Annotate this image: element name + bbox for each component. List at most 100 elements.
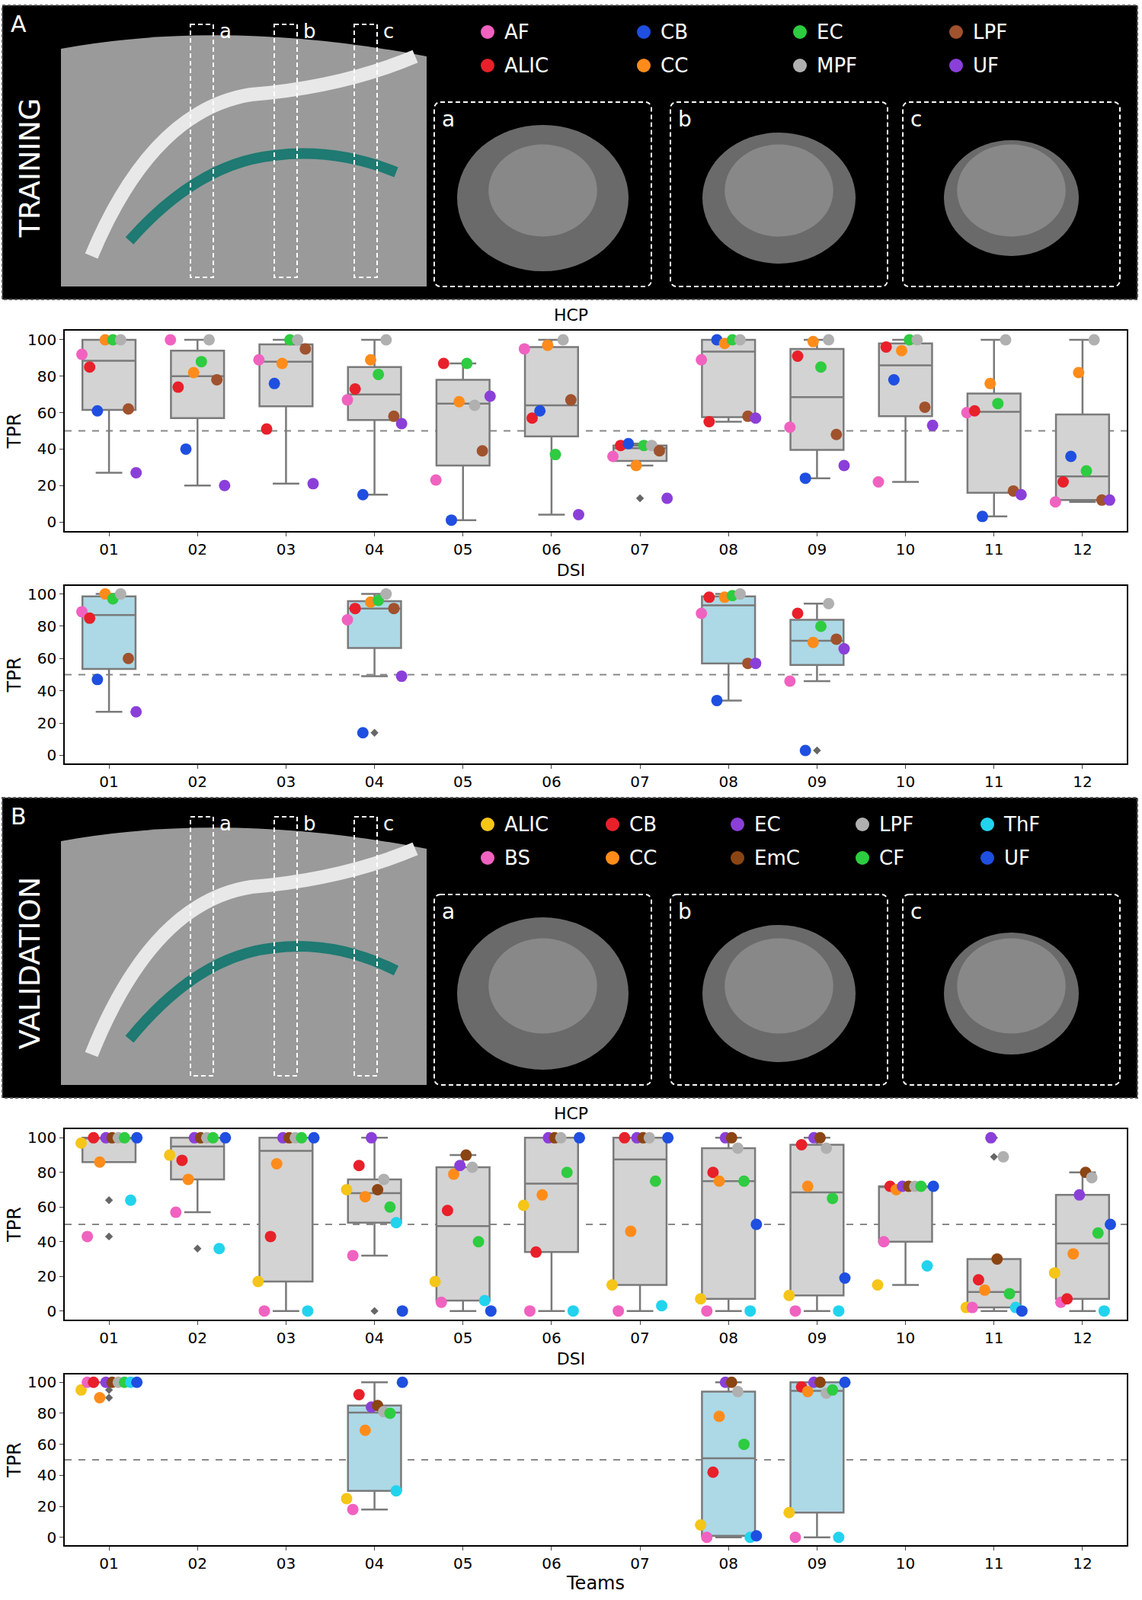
svg-text:40: 40 xyxy=(37,1465,57,1485)
svg-text:a: a xyxy=(441,898,455,925)
svg-text:09: 09 xyxy=(807,772,827,791)
svg-text:b: b xyxy=(678,106,692,132)
svg-text:HCP: HCP xyxy=(553,1103,589,1123)
svg-text:A: A xyxy=(10,10,27,38)
svg-text:09: 09 xyxy=(807,1554,827,1573)
svg-text:40: 40 xyxy=(37,1232,57,1251)
svg-text:100: 100 xyxy=(27,330,57,349)
svg-text:06: 06 xyxy=(541,1554,561,1573)
svg-text:10: 10 xyxy=(895,1554,915,1573)
svg-text:04: 04 xyxy=(364,1554,384,1573)
svg-text:02: 02 xyxy=(188,772,208,791)
svg-text:08: 08 xyxy=(719,1554,739,1573)
svg-text:05: 05 xyxy=(453,1328,473,1347)
svg-text:60: 60 xyxy=(37,403,57,423)
svg-text:08: 08 xyxy=(719,1328,739,1347)
svg-text:VALIDATION: VALIDATION xyxy=(12,876,47,1050)
svg-text:04: 04 xyxy=(364,772,384,791)
svg-text:CC: CC xyxy=(660,54,688,77)
svg-text:AF: AF xyxy=(504,20,530,44)
svg-text:BS: BS xyxy=(504,846,531,870)
svg-text:20: 20 xyxy=(37,1266,57,1286)
svg-text:MPF: MPF xyxy=(816,54,858,77)
svg-text:TPR: TPR xyxy=(3,1442,26,1478)
svg-text:02: 02 xyxy=(188,1554,208,1573)
svg-text:Teams: Teams xyxy=(566,1572,625,1594)
svg-text:UF: UF xyxy=(1004,846,1031,870)
svg-text:ALIC: ALIC xyxy=(504,812,549,836)
svg-text:100: 100 xyxy=(27,1372,57,1392)
svg-text:LPF: LPF xyxy=(879,812,914,836)
svg-text:40: 40 xyxy=(37,439,57,458)
svg-text:12: 12 xyxy=(1072,1328,1092,1347)
svg-text:12: 12 xyxy=(1072,1554,1092,1573)
svg-text:04: 04 xyxy=(364,540,384,559)
svg-text:TRAINING: TRAINING xyxy=(12,98,47,239)
svg-text:c: c xyxy=(383,19,394,43)
svg-text:ALIC: ALIC xyxy=(504,54,549,77)
svg-text:c: c xyxy=(910,106,922,132)
svg-text:0: 0 xyxy=(47,1528,58,1547)
svg-text:0: 0 xyxy=(47,1301,58,1321)
svg-text:04: 04 xyxy=(364,1328,384,1347)
svg-text:01: 01 xyxy=(99,1554,119,1573)
svg-text:EC: EC xyxy=(816,20,844,44)
svg-text:EC: EC xyxy=(754,812,781,836)
svg-text:10: 10 xyxy=(895,772,915,791)
svg-text:LPF: LPF xyxy=(972,20,1008,44)
svg-text:03: 03 xyxy=(276,1554,296,1573)
svg-text:11: 11 xyxy=(984,540,1004,559)
svg-text:60: 60 xyxy=(37,1435,57,1454)
svg-text:01: 01 xyxy=(99,772,119,791)
svg-text:b: b xyxy=(678,898,692,925)
svg-text:ThF: ThF xyxy=(1003,812,1040,836)
svg-text:a: a xyxy=(441,106,455,132)
svg-text:12: 12 xyxy=(1072,540,1092,559)
svg-text:c: c xyxy=(383,812,394,835)
svg-text:80: 80 xyxy=(37,1404,57,1423)
svg-text:10: 10 xyxy=(895,1328,915,1347)
svg-text:a: a xyxy=(219,812,232,835)
svg-text:09: 09 xyxy=(807,540,827,559)
svg-text:01: 01 xyxy=(99,540,119,559)
svg-text:60: 60 xyxy=(37,649,57,668)
svg-text:01: 01 xyxy=(99,1328,119,1347)
svg-text:05: 05 xyxy=(453,1554,473,1573)
svg-text:20: 20 xyxy=(37,1497,57,1516)
svg-text:0: 0 xyxy=(47,745,58,765)
svg-text:HCP: HCP xyxy=(553,305,589,325)
svg-text:100: 100 xyxy=(27,1128,57,1147)
svg-text:06: 06 xyxy=(541,1328,561,1347)
svg-text:CB: CB xyxy=(660,20,688,44)
svg-text:03: 03 xyxy=(276,772,296,791)
svg-text:a: a xyxy=(219,19,232,43)
svg-text:40: 40 xyxy=(37,681,57,701)
svg-text:07: 07 xyxy=(630,1554,650,1573)
svg-text:10: 10 xyxy=(895,540,915,559)
svg-text:08: 08 xyxy=(719,772,739,791)
svg-text:09: 09 xyxy=(807,1328,827,1347)
svg-text:TPR: TPR xyxy=(3,413,26,450)
svg-text:08: 08 xyxy=(719,540,739,559)
svg-text:05: 05 xyxy=(453,540,473,559)
svg-text:02: 02 xyxy=(188,540,208,559)
svg-text:c: c xyxy=(910,898,922,925)
svg-text:11: 11 xyxy=(984,1554,1004,1573)
svg-text:60: 60 xyxy=(37,1197,57,1216)
svg-text:80: 80 xyxy=(37,1163,57,1182)
svg-text:20: 20 xyxy=(37,713,57,733)
svg-text:11: 11 xyxy=(984,772,1004,791)
svg-text:07: 07 xyxy=(630,1328,650,1347)
svg-text:20: 20 xyxy=(37,476,57,495)
svg-text:b: b xyxy=(303,19,317,43)
svg-text:EmC: EmC xyxy=(754,846,800,870)
svg-text:B: B xyxy=(10,802,27,830)
svg-text:07: 07 xyxy=(630,540,650,559)
svg-text:CC: CC xyxy=(629,846,657,870)
svg-text:TPR: TPR xyxy=(3,1206,26,1243)
svg-text:07: 07 xyxy=(630,772,650,791)
svg-text:80: 80 xyxy=(37,617,57,636)
svg-text:05: 05 xyxy=(453,772,473,791)
svg-text:CB: CB xyxy=(629,812,657,836)
svg-text:12: 12 xyxy=(1072,772,1092,791)
